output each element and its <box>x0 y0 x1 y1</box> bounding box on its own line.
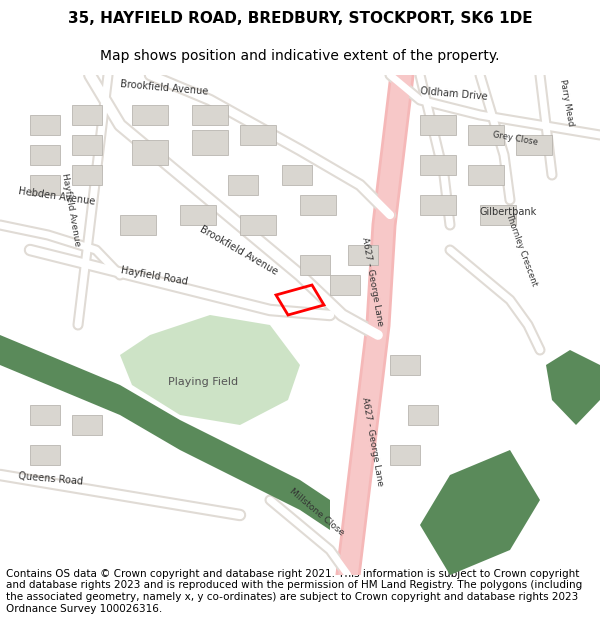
Text: Contains OS data © Crown copyright and database right 2021. This information is : Contains OS data © Crown copyright and d… <box>6 569 582 614</box>
Polygon shape <box>0 335 330 530</box>
Polygon shape <box>390 355 420 375</box>
Polygon shape <box>120 215 156 235</box>
Text: Gilbertbank: Gilbertbank <box>480 207 537 217</box>
Polygon shape <box>240 125 276 145</box>
Polygon shape <box>72 135 102 155</box>
Polygon shape <box>72 105 102 125</box>
Polygon shape <box>30 115 60 135</box>
Text: Queens Road: Queens Road <box>18 471 83 487</box>
Polygon shape <box>72 415 102 435</box>
Text: Hebden Avenue: Hebden Avenue <box>18 186 96 207</box>
Polygon shape <box>300 255 330 275</box>
Polygon shape <box>120 315 300 425</box>
Polygon shape <box>300 195 336 215</box>
Text: Brookfield Avenue: Brookfield Avenue <box>120 79 209 97</box>
Polygon shape <box>408 405 438 425</box>
Polygon shape <box>420 155 456 175</box>
Polygon shape <box>420 115 456 135</box>
Polygon shape <box>330 275 360 295</box>
Polygon shape <box>192 130 228 155</box>
Polygon shape <box>30 445 60 465</box>
Text: Hayfield Avenue: Hayfield Avenue <box>60 173 82 247</box>
Text: Map shows position and indicative extent of the property.: Map shows position and indicative extent… <box>100 49 500 63</box>
Polygon shape <box>480 205 516 225</box>
Polygon shape <box>180 205 216 225</box>
Polygon shape <box>240 215 276 235</box>
Polygon shape <box>30 145 60 165</box>
Polygon shape <box>516 135 552 155</box>
Polygon shape <box>30 175 60 195</box>
Text: Oldham Drive: Oldham Drive <box>420 86 488 102</box>
Text: A627 - George Lane: A627 - George Lane <box>360 237 385 327</box>
Text: Playing Field: Playing Field <box>168 377 238 387</box>
Polygon shape <box>72 165 102 185</box>
Polygon shape <box>420 450 540 575</box>
Polygon shape <box>420 195 456 215</box>
Text: Thornley Crescent: Thornley Crescent <box>504 212 539 287</box>
Polygon shape <box>348 245 378 265</box>
Polygon shape <box>132 140 168 165</box>
Polygon shape <box>192 105 228 125</box>
Polygon shape <box>282 165 312 185</box>
Polygon shape <box>228 175 258 195</box>
Text: Hayfield Road: Hayfield Road <box>120 266 188 287</box>
Polygon shape <box>546 350 600 425</box>
Text: Parry Mead: Parry Mead <box>558 79 575 127</box>
Polygon shape <box>30 405 60 425</box>
Text: Grey Close: Grey Close <box>492 130 539 147</box>
Polygon shape <box>468 165 504 185</box>
Polygon shape <box>132 105 168 125</box>
Polygon shape <box>390 445 420 465</box>
Text: Millstone Close: Millstone Close <box>288 486 346 537</box>
Text: 35, HAYFIELD ROAD, BREDBURY, STOCKPORT, SK6 1DE: 35, HAYFIELD ROAD, BREDBURY, STOCKPORT, … <box>68 11 532 26</box>
Text: Brookfield Avenue: Brookfield Avenue <box>198 224 280 277</box>
Polygon shape <box>468 125 504 145</box>
Text: A627 - George Lane: A627 - George Lane <box>360 397 385 487</box>
